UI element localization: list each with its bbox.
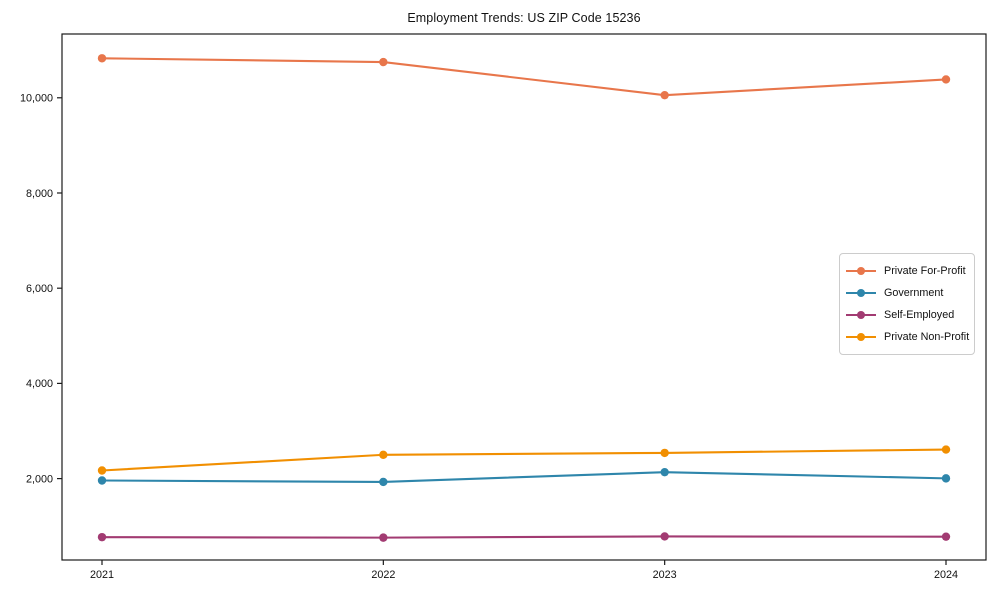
legend-marker-icon — [846, 266, 876, 276]
data-point — [379, 477, 388, 487]
legend-item: Government — [846, 282, 966, 304]
y-tick-label: 8,000 — [26, 188, 53, 200]
data-point — [941, 445, 951, 454]
y-tick-label: 2,000 — [26, 473, 53, 485]
legend: Private For-Profit Government Self-Employe… — [839, 253, 975, 355]
y-tick-label: 6,000 — [26, 283, 53, 295]
plot-border — [61, 33, 987, 561]
legend-label: Private For-Profit — [884, 265, 966, 277]
y-tick-label: 4,000 — [26, 378, 53, 390]
data-point — [660, 90, 669, 100]
data-point — [660, 448, 669, 458]
y-tick-label: 10,000 — [20, 93, 53, 105]
legend-item: Private Non-Profit — [846, 326, 970, 348]
series-line-3 — [100, 448, 948, 472]
data-point — [97, 54, 107, 63]
chart-title: Employment Trends: US ZIP Code 15236 — [407, 11, 641, 25]
x-tick-label: 2024 — [934, 569, 958, 581]
x-tick-label: 2023 — [653, 569, 677, 581]
series-line-2 — [100, 535, 948, 539]
data-point — [941, 75, 951, 84]
legend-marker-icon — [846, 288, 876, 298]
x-tick-label: 2022 — [371, 569, 395, 581]
data-point — [97, 466, 107, 475]
data-point — [941, 532, 951, 541]
data-point — [941, 474, 951, 483]
data-point — [97, 532, 107, 542]
data-point — [379, 450, 388, 459]
legend-label: Government — [884, 287, 944, 299]
series-line-0 — [100, 57, 948, 97]
data-point — [379, 533, 388, 542]
series-line-1 — [100, 471, 948, 483]
legend-item: Private For-Profit — [846, 260, 966, 282]
legend-item: Self-Employed — [846, 304, 966, 326]
legend-marker-icon — [846, 310, 876, 320]
data-point — [97, 476, 107, 485]
legend-label: Private Non-Profit — [884, 331, 970, 343]
data-point — [660, 532, 669, 541]
data-point — [379, 57, 388, 67]
x-tick-label: 2021 — [90, 569, 114, 581]
data-point — [660, 467, 669, 477]
legend-label: Self-Employed — [884, 309, 955, 321]
legend-marker-icon — [846, 332, 876, 342]
